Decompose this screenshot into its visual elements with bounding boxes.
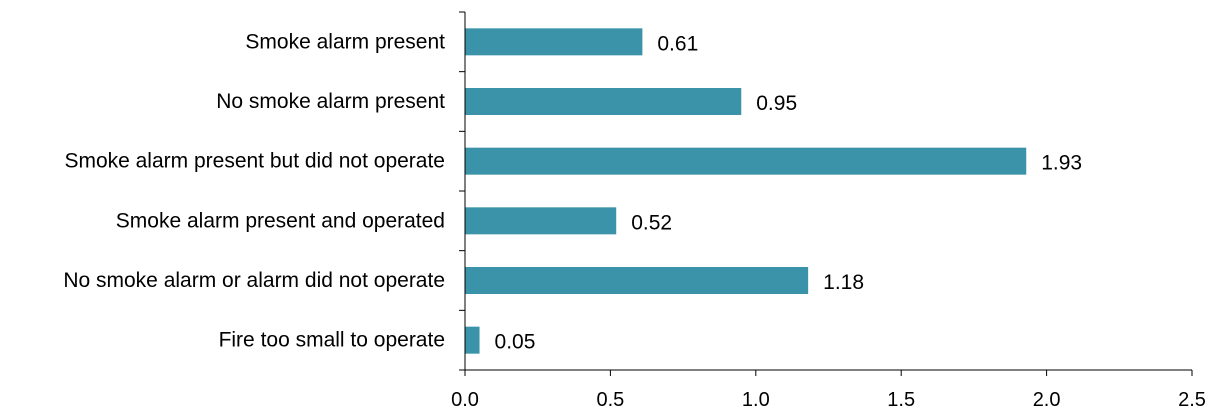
x-tick-label: 2.0 bbox=[1033, 389, 1061, 408]
data-label: 0.52 bbox=[631, 211, 672, 234]
data-label: 0.05 bbox=[495, 331, 536, 354]
bar bbox=[465, 207, 617, 235]
bars-group bbox=[465, 28, 1027, 354]
bar bbox=[465, 326, 480, 354]
category-labels-group: Smoke alarm present No smoke alarm presen… bbox=[63, 30, 445, 351]
bar bbox=[465, 147, 1027, 175]
value-labels-group: 0.61 0.95 1.93 0.52 1.18 0.05 bbox=[495, 32, 1083, 353]
bar bbox=[465, 28, 643, 56]
x-tick-label: 1.5 bbox=[887, 389, 915, 408]
category-label: No smoke alarm present bbox=[216, 90, 445, 113]
bar bbox=[465, 88, 742, 115]
category-label: No smoke alarm or alarm did not operate bbox=[63, 269, 445, 292]
data-label: 0.61 bbox=[657, 32, 698, 55]
category-label: Smoke alarm present but did not operate bbox=[64, 150, 445, 173]
category-label: Smoke alarm present bbox=[245, 30, 445, 53]
x-tick-label: 0.5 bbox=[596, 389, 624, 408]
x-ticks-group: 0.0 0.5 1.0 1.5 2.0 2.5 bbox=[451, 370, 1206, 408]
x-tick-label: 1.0 bbox=[742, 389, 770, 408]
data-label: 0.95 bbox=[756, 92, 797, 115]
data-label: 1.18 bbox=[823, 271, 864, 294]
bar bbox=[465, 267, 809, 294]
data-label: 1.93 bbox=[1041, 152, 1082, 175]
category-label: Smoke alarm present and operated bbox=[116, 209, 445, 232]
axes-group bbox=[464, 12, 1192, 371]
x-tick-label: 0.0 bbox=[451, 389, 479, 408]
x-tick-label: 2.5 bbox=[1178, 389, 1206, 408]
y-ticks-group bbox=[459, 11, 465, 371]
category-label: Fire too small to operate bbox=[219, 329, 445, 352]
